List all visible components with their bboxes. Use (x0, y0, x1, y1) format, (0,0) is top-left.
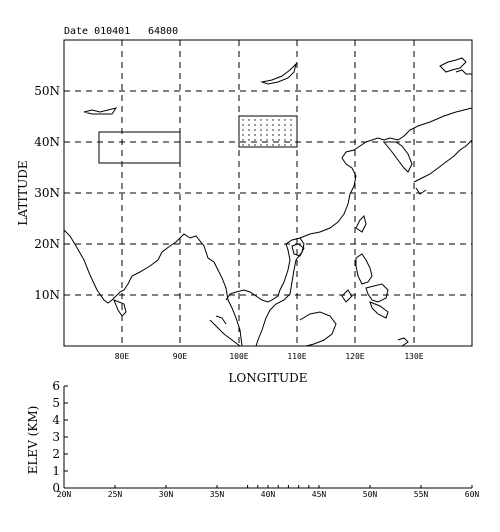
map-y-axis-title: LATITUDE (16, 160, 30, 225)
lon-tick-label: 110E (287, 352, 306, 361)
coastlines (63, 57, 473, 347)
lon-tick-label: 130E (404, 352, 423, 361)
lon-tick-label: 120E (345, 352, 364, 361)
elev-y-tick-label: 4 (52, 413, 60, 427)
elevation-chart: 0 1 2 3 4 5 6 20N 25N 30N 35N 40N 45N 50N 55N 60N ELEV… (26, 379, 479, 499)
elev-y-tick-label: 3 (52, 430, 60, 444)
longitude-tick-labels: 80E 90E 100E 110E 120E 130E (115, 352, 424, 361)
elev-x-tick-label: 25N (108, 490, 123, 499)
elev-x-tick-label: 55N (414, 490, 429, 499)
map-grid (64, 40, 472, 346)
elev-y-axis-title: ELEV (KM) (26, 406, 40, 475)
elev-x-tick-label: 50N (363, 490, 378, 499)
elev-x-tick-label: 30N (159, 490, 174, 499)
map-x-axis-title: LONGITUDE (228, 371, 307, 385)
time-label: 64800 (148, 26, 178, 37)
lat-tick-label: 40N (34, 135, 60, 149)
lat-tick-label: 20N (34, 237, 60, 251)
outlined-box-region (98, 131, 181, 164)
elev-y-ticks: 0 1 2 3 4 5 6 (52, 379, 68, 495)
elev-x-tick-label: 35N (210, 490, 225, 499)
elev-y-tick-label: 0 (52, 481, 60, 495)
elev-y-tick-label: 2 (52, 447, 60, 461)
latitude-tick-labels: 50N 40N 30N 20N 10N (34, 84, 60, 302)
lon-tick-label: 100E (229, 352, 248, 361)
date-label: Date 010401 (64, 26, 130, 37)
lon-tick-label: 80E (115, 352, 130, 361)
elev-x-tick-label: 60N (465, 490, 480, 499)
elev-y-tick-label: 5 (52, 396, 60, 410)
elev-x-tick-label: 40N (261, 490, 276, 499)
lat-tick-label: 30N (34, 186, 60, 200)
elev-x-ticks: 20N 25N 30N 35N 40N 45N 50N 55N 60N (57, 485, 480, 499)
lat-tick-label: 10N (34, 288, 60, 302)
elev-y-tick-label: 6 (52, 379, 60, 393)
elev-x-tick-label: 20N (57, 490, 72, 499)
lon-tick-label: 90E (173, 352, 188, 361)
lat-tick-label: 50N (34, 84, 60, 98)
elev-x-tick-label: 45N (312, 490, 327, 499)
elev-series (247, 485, 320, 488)
elev-y-tick-label: 1 (52, 464, 60, 478)
dotted-box-region (238, 115, 298, 148)
